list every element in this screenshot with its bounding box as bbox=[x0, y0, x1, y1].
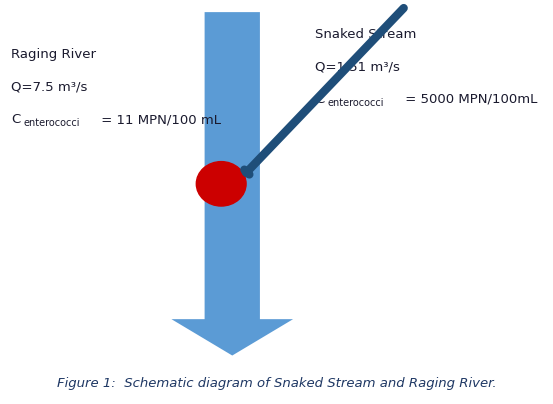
Text: enterococci: enterococci bbox=[23, 118, 80, 128]
Text: = 11 MPN/100 mL: = 11 MPN/100 mL bbox=[97, 113, 221, 126]
Text: C: C bbox=[11, 113, 20, 126]
Ellipse shape bbox=[196, 162, 246, 206]
Text: Figure 1:  Schematic diagram of Snaked Stream and Raging River.: Figure 1: Schematic diagram of Snaked St… bbox=[57, 377, 496, 390]
Text: Snaked Stream: Snaked Stream bbox=[315, 28, 416, 41]
Text: Q=7.5 m³/s: Q=7.5 m³/s bbox=[11, 81, 87, 94]
Text: C: C bbox=[315, 93, 325, 106]
Text: Raging River: Raging River bbox=[11, 48, 96, 61]
Text: Q=1.51 m³/s: Q=1.51 m³/s bbox=[315, 61, 400, 74]
Text: enterococci: enterococci bbox=[327, 98, 384, 108]
Text: = 5000 MPN/100mL: = 5000 MPN/100mL bbox=[401, 93, 538, 106]
Polygon shape bbox=[171, 12, 293, 356]
